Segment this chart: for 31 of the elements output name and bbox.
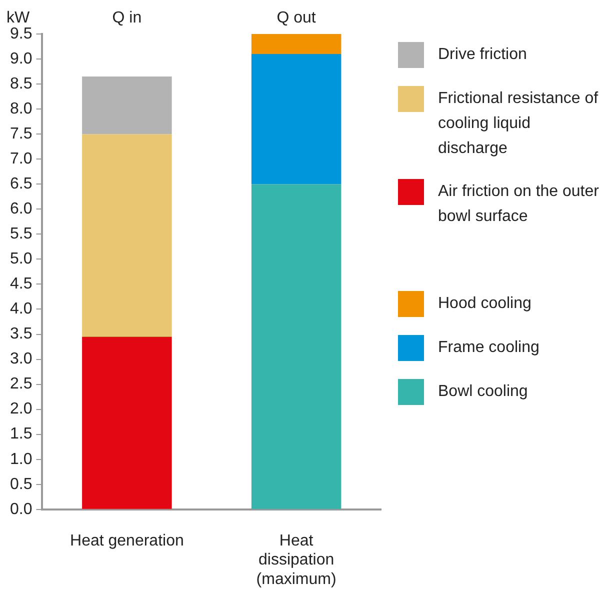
y-tick-label: 5.0 [10, 250, 32, 268]
y-tick-label: 2.5 [10, 376, 32, 393]
text: Q out [276, 9, 316, 26]
y-tick-label: 1.0 [10, 450, 32, 468]
y-axis-title: kW [6, 9, 30, 26]
y-tick-label: 2.0 [10, 400, 32, 418]
y-tick-label: 5.5 [10, 226, 32, 243]
y-tick-label: 6.5 [10, 176, 32, 193]
y-tick-label: 4.5 [10, 276, 32, 293]
y-tick-label: 8.5 [10, 75, 32, 92]
y-tick-label: 3.5 [10, 326, 32, 343]
y-tick-label: 7.5 [10, 125, 32, 142]
legend-label: Bowl cooling [438, 382, 528, 402]
legend-label: Hood cooling [438, 294, 532, 314]
y-tick-label: 9.0 [10, 50, 32, 68]
legend-label: Frictional resistance of cooling liquid discharge [438, 89, 600, 159]
y-tick-label: 0.5 [10, 476, 32, 493]
legend-label: Air friction on the outer bowl surface [438, 182, 600, 227]
text: Q in [112, 9, 142, 26]
y-tick-label: 4.0 [10, 300, 32, 318]
y-tick-label: 7.0 [10, 150, 32, 168]
x-tick-label: Heat generation [70, 532, 184, 550]
y-tick-label: 1.5 [10, 426, 32, 443]
legend-label: Drive friction [438, 45, 527, 65]
y-tick-label: 0.0 [10, 500, 32, 518]
legend-label: Frame cooling [438, 338, 540, 358]
y-tick-label: 3.0 [10, 350, 32, 368]
y-tick-label: 9.5 [10, 25, 32, 42]
y-tick-label: 8.0 [10, 100, 32, 118]
y-tick-label: 6.0 [10, 200, 32, 218]
x-tick-label: Heat dissipation (maximum) [256, 532, 336, 588]
